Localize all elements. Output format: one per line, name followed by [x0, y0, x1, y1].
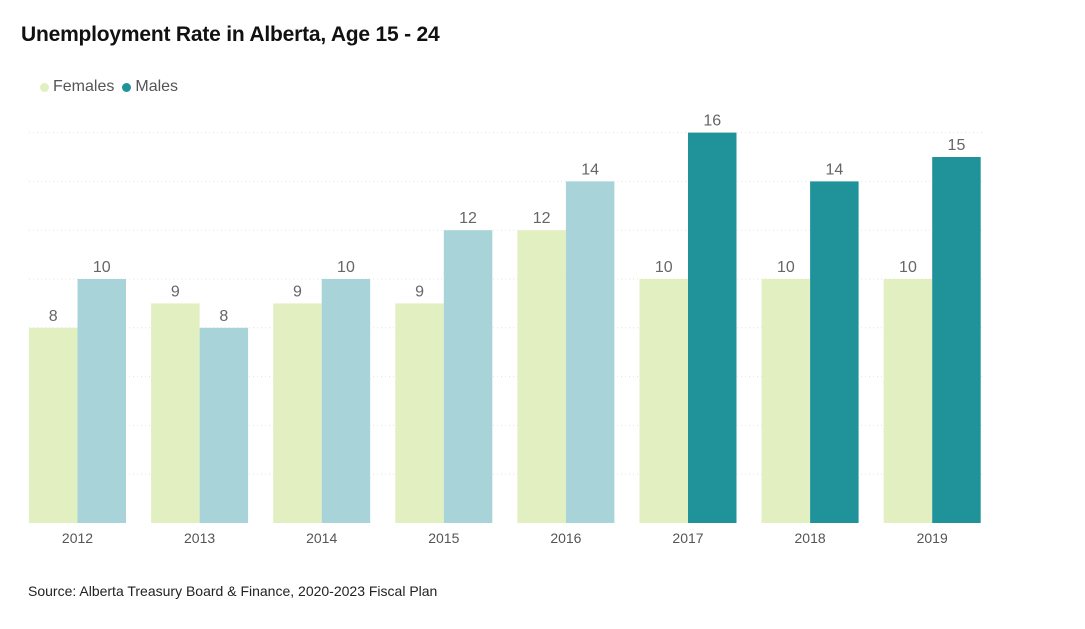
- x-tick-label-2013: 2013: [184, 530, 215, 546]
- data-label-females-2012: 8: [49, 308, 58, 325]
- bar-females-2018: [761, 279, 811, 523]
- x-tick-label-2017: 2017: [672, 530, 703, 546]
- x-tick-label-2015: 2015: [428, 530, 459, 546]
- x-tick-label-2014: 2014: [306, 530, 337, 546]
- data-label-males-2015: 12: [459, 210, 477, 227]
- bar-females-2019: [883, 279, 933, 523]
- bar-males-2014: [321, 279, 371, 523]
- data-label-females-2019: 10: [899, 259, 917, 276]
- bar-females-2016: [517, 230, 566, 523]
- data-label-males-2019: 15: [948, 137, 966, 154]
- legend-item-males[interactable]: Males: [122, 78, 178, 96]
- data-label-females-2015: 9: [415, 283, 424, 300]
- data-label-females-2018: 10: [777, 259, 795, 276]
- data-label-females-2014: 9: [293, 283, 302, 300]
- x-tick-label-2012: 2012: [62, 530, 93, 546]
- bar-females-2013: [151, 303, 200, 523]
- data-label-females-2013: 9: [171, 283, 180, 300]
- data-label-males-2017: 16: [703, 113, 721, 130]
- legend-dot-females: [40, 82, 49, 92]
- bar-females-2017: [639, 279, 688, 523]
- bar-females-2014: [273, 303, 322, 523]
- legend: Females Males: [40, 78, 186, 96]
- data-label-males-2018: 14: [825, 161, 843, 178]
- bar-males-2012: [77, 279, 126, 523]
- chart-title: Unemployment Rate in Alberta, Age 15 - 2…: [21, 23, 440, 46]
- bar-females-2012: [29, 327, 78, 523]
- data-label-males-2016: 14: [581, 161, 599, 178]
- data-label-males-2014: 10: [337, 259, 355, 276]
- legend-item-females[interactable]: Females: [40, 78, 114, 96]
- source-note: Source: Alberta Treasury Board & Finance…: [28, 583, 438, 599]
- bar-females-2015: [395, 303, 444, 523]
- x-tick-label-2018: 2018: [795, 530, 826, 546]
- data-label-females-2017: 10: [655, 259, 673, 276]
- bar-males-2016: [565, 181, 615, 523]
- bar-males-2018: [810, 181, 859, 523]
- data-label-females-2016: 12: [533, 210, 551, 227]
- x-tick-label-2019: 2019: [917, 530, 948, 546]
- data-label-males-2012: 10: [93, 259, 111, 276]
- bar-males-2017: [688, 132, 737, 523]
- bar-males-2015: [443, 230, 493, 523]
- bar-males-2019: [932, 157, 981, 523]
- legend-label-females: Females: [53, 78, 115, 95]
- x-tick-label-2016: 2016: [550, 530, 581, 546]
- legend-label-males: Males: [135, 78, 179, 95]
- bar-males-2013: [199, 327, 249, 523]
- data-label-males-2013: 8: [219, 308, 228, 325]
- legend-dot-males: [122, 82, 132, 92]
